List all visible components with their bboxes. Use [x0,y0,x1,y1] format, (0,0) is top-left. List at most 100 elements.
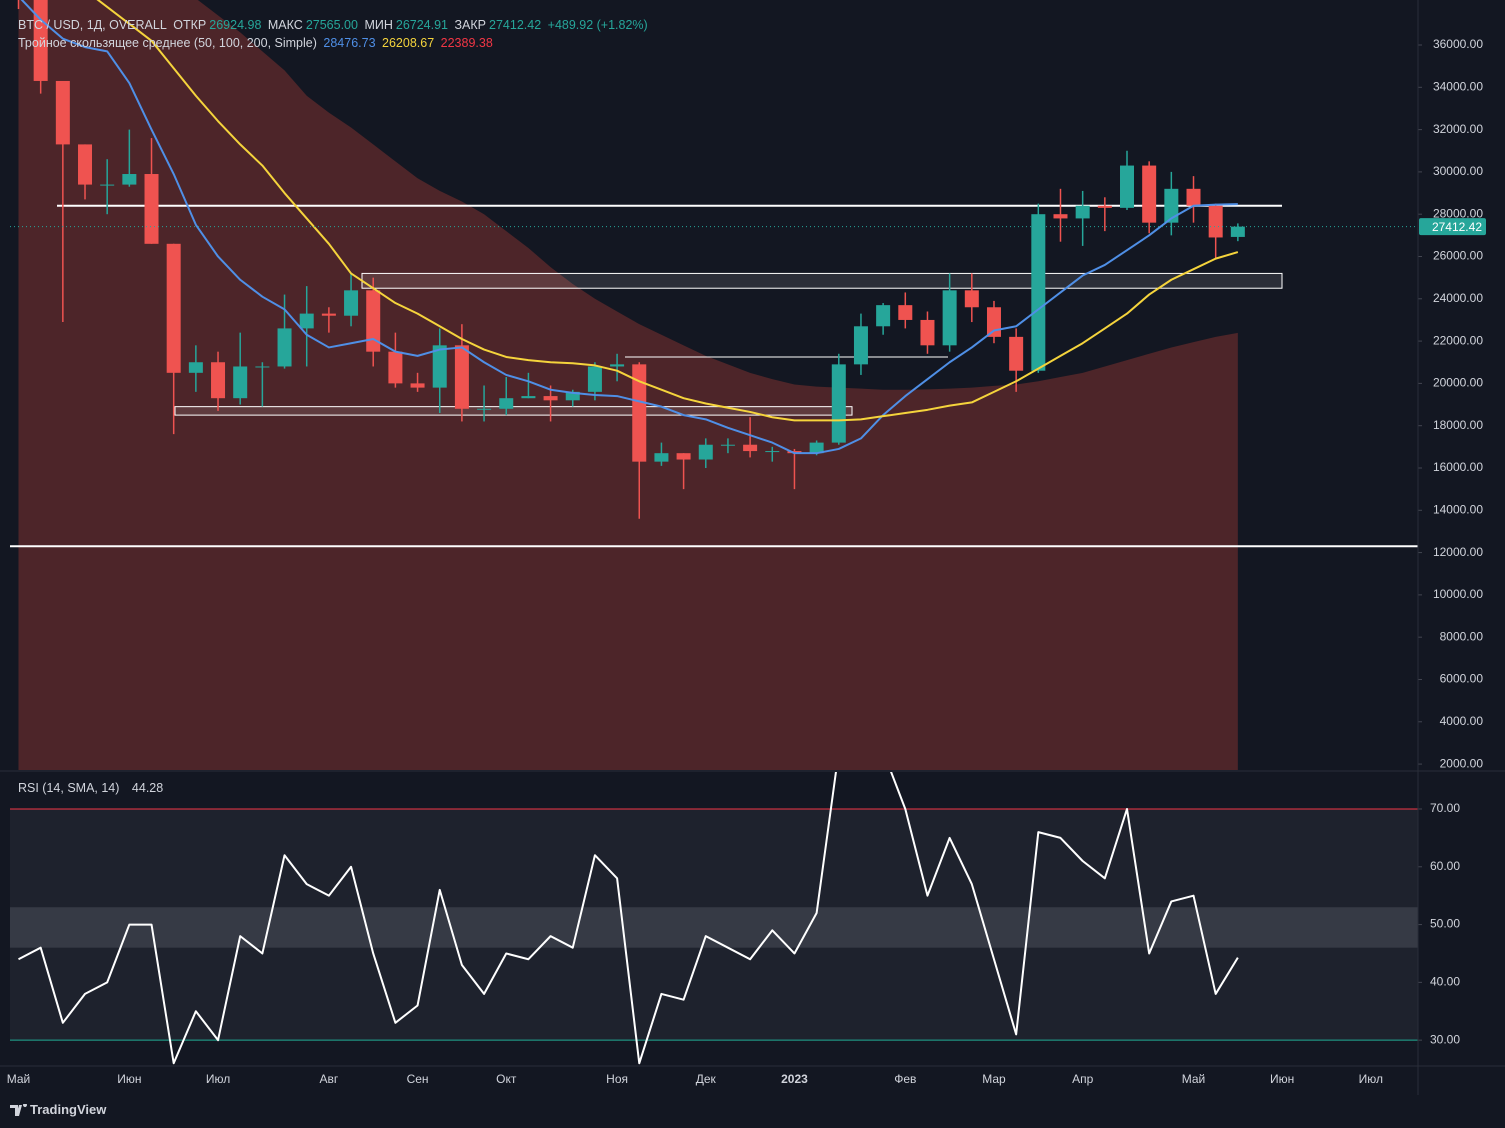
candle-body [477,408,492,410]
x-tick-label: Ноя [606,1072,628,1086]
candle-body [454,345,469,409]
candle-body [743,444,758,452]
candle-body [1120,165,1134,208]
candle-body [831,364,846,443]
candle-body [676,453,691,460]
candle-body [299,313,314,329]
label: ЗАКР [454,18,487,32]
candle-body [33,0,48,81]
ma-legend: Тройное скользящее среднее (50, 100, 200… [18,36,496,50]
zone [361,272,1283,289]
candle-body [366,290,381,352]
candle-body [166,243,181,373]
candle-body [1142,165,1157,223]
y-tick-label: 24000.00 [1433,291,1483,305]
candle-body [410,383,425,388]
rsi-mid-band [10,907,1418,948]
logo [10,1103,27,1116]
y-tick-label: 50.00 [1430,917,1460,931]
candle-body [255,366,270,368]
candle-body [942,290,957,346]
label: МИН [364,18,393,32]
x-tick-label: Мар [982,1072,1006,1086]
candle-body [211,362,226,399]
candle-body [344,290,359,316]
ma-title: Тройное скользящее среднее (50, 100, 200… [18,36,317,50]
candle-body [853,326,868,365]
ma-value: 28476.73 [323,36,376,50]
candle-body [1031,214,1046,371]
y-tick-label: 8000.00 [1440,629,1484,643]
candle-body [1009,336,1024,371]
rsi-legend: RSI (14, SMA, 14) 44.28 [18,781,166,795]
value: 26724.91 [395,18,449,32]
value: 27412.42 [489,18,542,32]
x-tick-label: Июн [1270,1072,1294,1086]
candle-body [986,307,1001,337]
brand: TradingView [10,1102,106,1118]
candle-body [964,290,979,308]
symbol: BTC / USD, 1Д, OVERALL [18,18,167,32]
y-tick-label: 22000.00 [1433,333,1483,347]
price-badge [1419,218,1486,236]
candle-body [188,362,203,373]
label: ОТКР [173,18,207,32]
rsi-title: RSI (14, SMA, 14) [18,781,120,795]
candle-body [1186,188,1201,206]
candle-body [388,351,403,384]
candle-body [100,184,115,186]
candle-body [809,442,824,454]
rsi-line [18,772,1239,1065]
candle-body [1075,205,1090,219]
candle-body [321,313,336,316]
y-tick-label: 30.00 [1430,1032,1460,1046]
candle-body [543,396,558,401]
ma-value: 26208.67 [382,36,435,50]
y-tick-label: 36000.00 [1433,37,1483,51]
candle-body [78,144,93,185]
value: 27565.00 [305,18,358,32]
candle-body [654,453,669,462]
candle-body [432,345,447,388]
candle-body [698,444,713,460]
y-tick-label: 4000.00 [1440,714,1484,728]
candle-body [1164,188,1179,223]
x-tick-label: Сен [407,1072,429,1086]
zone [174,406,853,416]
x-tick-label: Авг [319,1072,338,1086]
axes: 2000.00 4000.00 6000.00 8000.00 10000.00 1200… [7,37,1486,1086]
y-tick-label: 70.00 [1430,801,1460,815]
ma-area [18,0,1238,770]
candle-body [144,174,159,244]
candle-body [1208,205,1223,238]
y-tick-label: 30000.00 [1433,164,1483,178]
rsi-value: 44.28 [131,781,164,795]
price-pane [10,0,1418,770]
candle-body [122,174,137,185]
ma-line [20,0,1238,455]
candle-body [55,80,70,145]
y-tick-label: 26000.00 [1433,249,1483,263]
x-tick-label: 2023 [781,1072,808,1086]
candle-body [521,396,536,399]
y-tick-label: 60.00 [1430,859,1460,873]
y-tick-label: 28000.00 [1433,206,1483,220]
candle-body [610,364,625,367]
candle-body [720,444,735,446]
x-tick-label: Май [7,1072,31,1086]
change: +489.92 (+1.82%) [547,18,648,32]
candle-body [1097,205,1112,208]
x-tick-label: Апр [1072,1072,1094,1086]
rsi-pane [10,772,1418,1065]
y-tick-label: 40.00 [1430,975,1460,989]
candle-body [1230,226,1245,237]
candle-body [277,328,292,367]
x-tick-label: Фев [894,1072,916,1086]
y-tick-label: 10000.00 [1433,587,1483,601]
brand-name: TradingView [30,1102,107,1117]
candle-body [920,319,935,346]
x-tick-label: Июн [117,1072,141,1086]
y-tick-label: 2000.00 [1440,756,1484,770]
candle-body [233,366,248,399]
